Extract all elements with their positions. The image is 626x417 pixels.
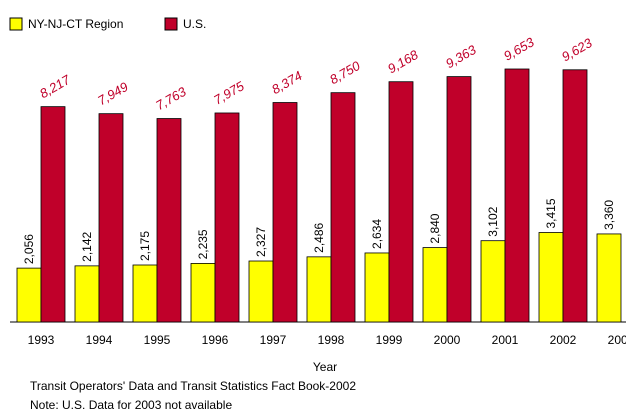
- legend-swatch: [164, 17, 178, 31]
- x-tick-label: 2003: [608, 333, 626, 347]
- bar: [306, 256, 332, 323]
- bar: [364, 252, 390, 323]
- bar: [480, 240, 506, 323]
- data-label: 9,168: [385, 47, 421, 77]
- bar: [16, 267, 42, 323]
- x-tick-label: 1995: [144, 333, 171, 347]
- note: Transit Operators' Data and Transit Stat…: [30, 379, 356, 393]
- bar: [504, 68, 530, 323]
- bar: [446, 76, 472, 323]
- x-tick-label: 2000: [434, 333, 461, 347]
- data-label: 9,363: [443, 42, 479, 72]
- legend-swatch: [9, 17, 23, 31]
- data-label: 2,175: [138, 231, 152, 261]
- data-label: 3,360: [602, 200, 616, 230]
- legend-label: NY-NJ-CT Region: [28, 17, 123, 31]
- x-tick-label: 1998: [318, 333, 345, 347]
- x-axis-label: Year: [313, 360, 337, 374]
- bar: [388, 81, 414, 323]
- bar: [40, 106, 66, 323]
- data-label: 8,750: [327, 58, 363, 88]
- data-label: 3,415: [544, 198, 558, 228]
- x-tick-label: 1996: [202, 333, 229, 347]
- x-tick-label: 2001: [492, 333, 519, 347]
- bar: [248, 260, 274, 323]
- data-label: 2,840: [428, 213, 442, 243]
- data-label: 7,763: [153, 83, 189, 113]
- x-tick-label: 1994: [86, 333, 113, 347]
- data-label: 2,327: [254, 227, 268, 257]
- bar: [422, 247, 448, 323]
- data-label: 2,486: [312, 222, 326, 252]
- data-label: 8,374: [269, 68, 305, 97]
- bar: [98, 113, 124, 323]
- legend-label: U.S.: [183, 17, 206, 31]
- data-label: 9,653: [501, 34, 537, 64]
- x-tick-label: 1993: [28, 333, 55, 347]
- bar: [74, 265, 100, 323]
- bar: [132, 264, 158, 323]
- bar: [538, 232, 564, 323]
- data-label: 7,975: [211, 78, 247, 108]
- bar: [156, 118, 182, 323]
- bar: [330, 92, 356, 323]
- bar: [596, 233, 622, 323]
- bar: [214, 112, 240, 323]
- data-label: 2,634: [370, 219, 384, 249]
- data-label: 3,102: [486, 206, 500, 236]
- data-label: 9,623: [559, 35, 595, 65]
- data-label: 8,217: [37, 72, 73, 102]
- x-tick-label: 1999: [376, 333, 403, 347]
- x-tick-label: 1997: [260, 333, 287, 347]
- data-label: 2,056: [22, 234, 36, 264]
- data-label: 7,949: [95, 79, 131, 108]
- bar: [272, 102, 298, 323]
- x-tick-label: 2002: [550, 333, 577, 347]
- note: Note: U.S. Data for 2003 not available: [30, 398, 232, 412]
- bar: [190, 263, 216, 323]
- bar: [562, 69, 588, 323]
- data-label: 2,142: [80, 232, 94, 262]
- data-label: 2,235: [196, 229, 210, 259]
